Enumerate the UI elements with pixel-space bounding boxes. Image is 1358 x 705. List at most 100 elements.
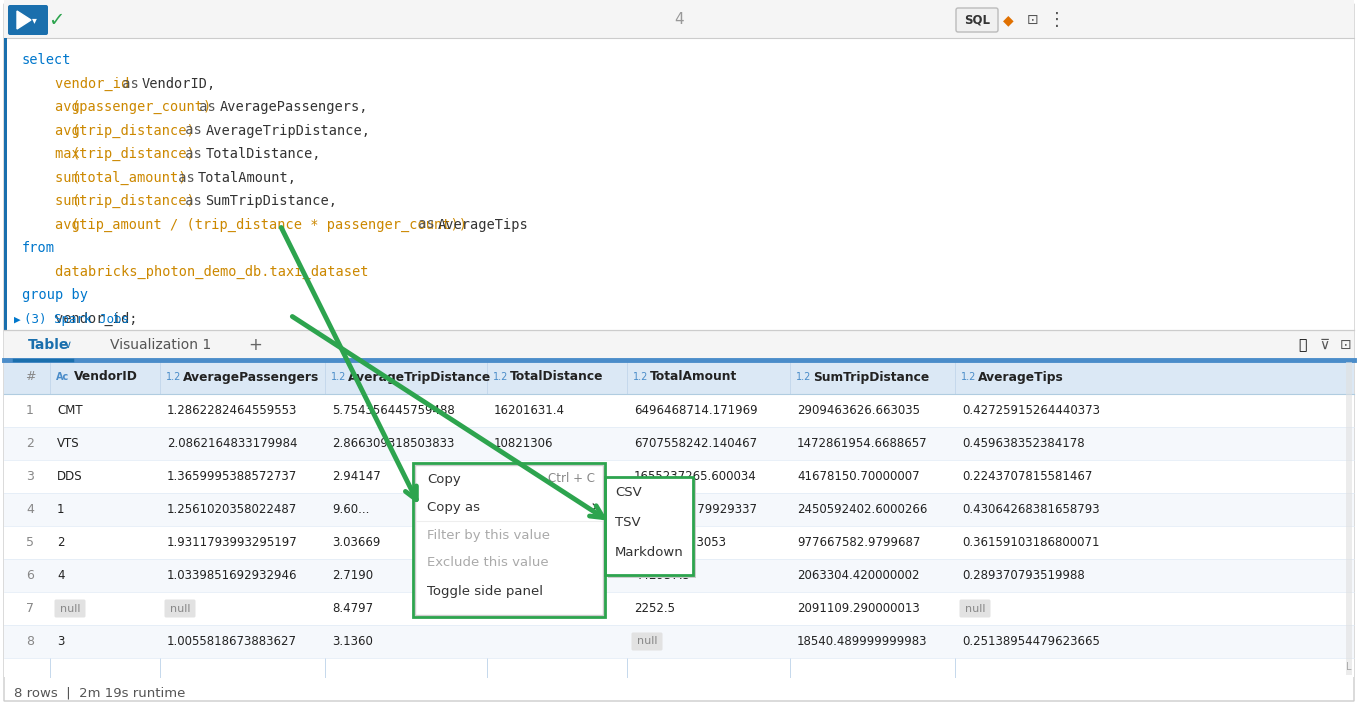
Text: ⊡: ⊡ xyxy=(1027,13,1039,27)
Text: 6496468714.171969: 6496468714.171969 xyxy=(634,404,758,417)
Text: 2063304.420000002: 2063304.420000002 xyxy=(797,569,919,582)
Text: 442937.5: 442937.5 xyxy=(634,569,690,582)
Text: as: as xyxy=(191,100,224,114)
Text: null: null xyxy=(60,603,80,613)
Text: max: max xyxy=(22,147,80,161)
Text: null: null xyxy=(170,603,190,613)
Text: 0.43064268381658793: 0.43064268381658793 xyxy=(961,503,1100,516)
Bar xyxy=(4,493,1354,526)
Text: 7: 7 xyxy=(26,602,34,615)
Text: databricks_photon_demo_db.taxi_dataset: databricks_photon_demo_db.taxi_dataset xyxy=(22,264,368,278)
Text: 9.60...: 9.60... xyxy=(331,503,369,516)
Text: Toggle side panel: Toggle side panel xyxy=(426,584,543,598)
Text: ...3.6: ...3.6 xyxy=(494,503,524,516)
Text: ∨: ∨ xyxy=(64,340,72,350)
Text: Ac: Ac xyxy=(56,372,69,382)
Text: 1655237265.600034: 1655237265.600034 xyxy=(634,470,756,483)
Text: null: null xyxy=(964,603,986,613)
Text: Ctrl + C: Ctrl + C xyxy=(549,472,595,486)
Text: ▶: ▶ xyxy=(14,315,20,325)
Text: L: L xyxy=(1346,662,1351,672)
Text: VTS: VTS xyxy=(57,437,80,450)
Text: AverageTips: AverageTips xyxy=(978,371,1063,384)
Text: 18540.489999999983: 18540.489999999983 xyxy=(797,635,928,648)
Text: 3.1360: 3.1360 xyxy=(331,635,373,648)
Text: VendorID: VendorID xyxy=(73,371,139,384)
Bar xyxy=(4,360,1354,677)
Text: ›: › xyxy=(589,498,598,516)
Text: 8: 8 xyxy=(26,635,34,648)
FancyBboxPatch shape xyxy=(606,477,693,575)
Text: 1.0055818673883627: 1.0055818673883627 xyxy=(167,635,297,648)
Text: from: from xyxy=(22,241,56,255)
Text: 1.2: 1.2 xyxy=(796,372,811,382)
Bar xyxy=(4,460,1354,493)
Text: #: # xyxy=(24,371,35,384)
Text: 1.2: 1.2 xyxy=(166,372,182,382)
FancyBboxPatch shape xyxy=(54,599,86,618)
Text: 2: 2 xyxy=(57,536,64,549)
Text: Exclude this value: Exclude this value xyxy=(426,556,549,570)
Bar xyxy=(1346,362,1353,675)
Text: as: as xyxy=(177,147,210,161)
Text: 2: 2 xyxy=(26,437,34,450)
Text: AverageTripDistance: AverageTripDistance xyxy=(348,371,492,384)
Text: 2.7190: 2.7190 xyxy=(331,569,373,582)
Text: ⊡: ⊡ xyxy=(1340,338,1351,352)
Text: as: as xyxy=(170,171,204,185)
Text: 977667582.9799687: 977667582.9799687 xyxy=(797,536,921,549)
Text: ⋮: ⋮ xyxy=(1048,11,1066,29)
Text: 93174038.79929337: 93174038.79929337 xyxy=(634,503,756,516)
Text: (passenger_count): (passenger_count) xyxy=(72,100,212,114)
Text: 2.866309318503833: 2.866309318503833 xyxy=(331,437,455,450)
Text: ⊽: ⊽ xyxy=(1320,338,1329,352)
Text: CMT: CMT xyxy=(57,404,83,417)
Text: 4: 4 xyxy=(26,503,34,516)
Text: SQL: SQL xyxy=(964,13,990,27)
Text: ▾: ▾ xyxy=(31,15,37,25)
Text: 3: 3 xyxy=(57,635,64,648)
Text: 41678150.70000007: 41678150.70000007 xyxy=(797,470,919,483)
Text: AveragePassengers: AveragePassengers xyxy=(183,371,319,384)
Text: 16201631.4: 16201631.4 xyxy=(494,404,565,417)
Text: 2909463626.663035: 2909463626.663035 xyxy=(797,404,919,417)
Bar xyxy=(4,526,1354,559)
Text: DDS: DDS xyxy=(57,470,83,483)
Text: 0.289370793519988: 0.289370793519988 xyxy=(961,569,1085,582)
Text: 1: 1 xyxy=(57,503,64,516)
Text: 0.2243707815581467: 0.2243707815581467 xyxy=(961,470,1092,483)
Text: select: select xyxy=(22,53,72,67)
Text: 8 rows  |  2m 19s runtime: 8 rows | 2m 19s runtime xyxy=(14,687,186,699)
Text: 1.2: 1.2 xyxy=(493,372,508,382)
Bar xyxy=(4,330,1354,360)
Text: 3.03669: 3.03669 xyxy=(331,536,380,549)
Text: 1.2: 1.2 xyxy=(633,372,648,382)
Text: 10821306: 10821306 xyxy=(494,437,554,450)
Text: AveragePassengers,: AveragePassengers, xyxy=(220,100,368,114)
Text: (total_amount): (total_amount) xyxy=(72,171,187,185)
Text: TotalAmount,: TotalAmount, xyxy=(198,171,297,185)
Text: TotalAmount: TotalAmount xyxy=(650,371,737,384)
Text: Table: Table xyxy=(29,338,69,352)
Text: 1.2: 1.2 xyxy=(331,372,346,382)
FancyBboxPatch shape xyxy=(608,480,697,578)
Text: ...50: ...50 xyxy=(494,470,520,483)
Text: (tip_amount / (trip_distance * passenger_count)): (tip_amount / (trip_distance * passenger… xyxy=(72,217,467,231)
Text: 1.3659995388572737: 1.3659995388572737 xyxy=(167,470,297,483)
Text: 1.2: 1.2 xyxy=(961,372,976,382)
Text: (3) Spark Jobs: (3) Spark Jobs xyxy=(24,314,129,326)
Text: ✓: ✓ xyxy=(48,11,64,30)
FancyBboxPatch shape xyxy=(416,465,603,615)
Bar xyxy=(4,38,1354,330)
Text: SumTripDistance: SumTripDistance xyxy=(813,371,929,384)
Text: 0.25138954479623665: 0.25138954479623665 xyxy=(961,635,1100,648)
Text: group by: group by xyxy=(22,288,88,302)
Text: TotalDistance: TotalDistance xyxy=(511,371,603,384)
Text: 2091109.290000013: 2091109.290000013 xyxy=(797,602,919,615)
Text: Visualization 1: Visualization 1 xyxy=(110,338,212,352)
Text: 0.459638352384178: 0.459638352384178 xyxy=(961,437,1085,450)
Text: 2450592402.6000266: 2450592402.6000266 xyxy=(797,503,928,516)
FancyBboxPatch shape xyxy=(418,468,606,618)
Text: vendor_id;: vendor_id; xyxy=(22,312,137,326)
Text: TotalDistance,: TotalDistance, xyxy=(205,147,320,161)
